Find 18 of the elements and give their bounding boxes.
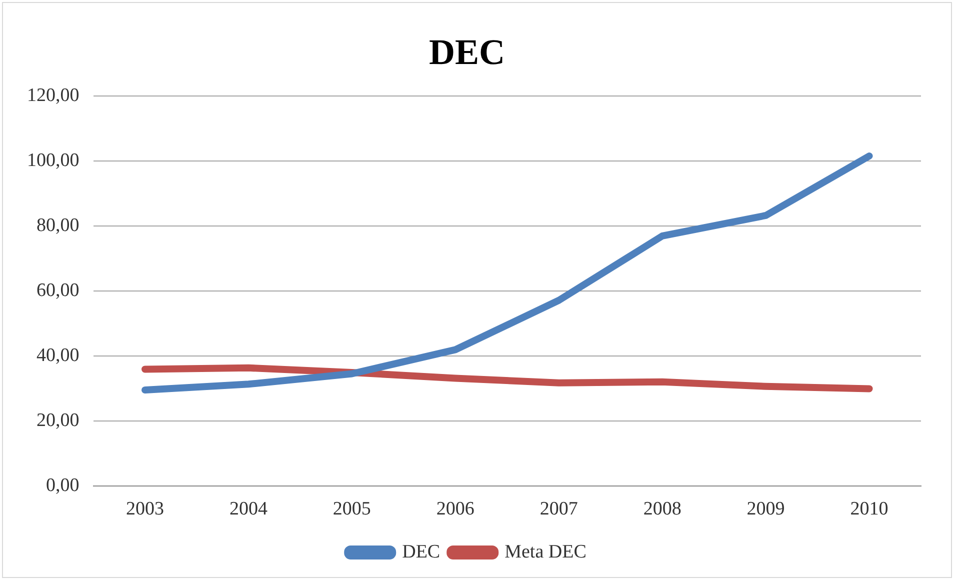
y-tick-label: 0,00 xyxy=(46,475,80,496)
y-tick-label: 80,00 xyxy=(36,215,80,236)
y-tick-label: 100,00 xyxy=(27,150,80,172)
y-tick-label: 120,00 xyxy=(27,85,80,106)
x-tick-label: 2003 xyxy=(126,498,164,520)
x-tick-label: 2008 xyxy=(643,498,682,520)
x-tick-label: 2006 xyxy=(436,498,474,520)
x-tick-label: 2005 xyxy=(332,498,371,520)
y-tick-label: 40,00 xyxy=(36,345,80,366)
legend-label: DEC xyxy=(402,541,440,562)
y-tick-label: 60,00 xyxy=(36,280,80,302)
y-tick-label: 20,00 xyxy=(36,410,80,432)
x-tick-label: 2004 xyxy=(229,498,268,520)
x-tick-label: 2010 xyxy=(850,498,888,520)
chart-title: DEC xyxy=(428,32,506,72)
legend-label: Meta DEC xyxy=(504,541,586,562)
x-tick-label: 2007 xyxy=(540,498,578,520)
x-tick-label: 2009 xyxy=(746,498,785,520)
